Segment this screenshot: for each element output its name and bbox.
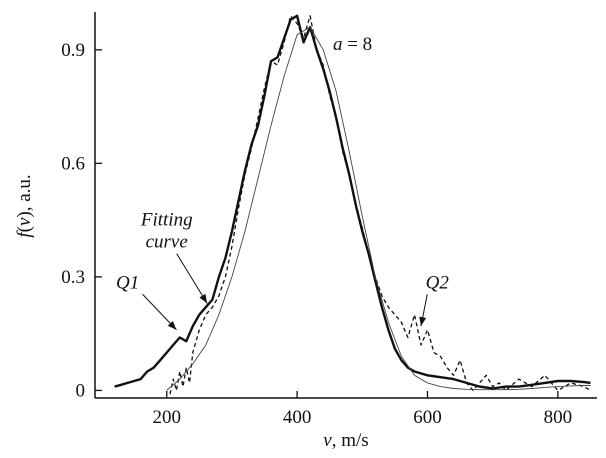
q2-arrow-head — [419, 316, 427, 327]
series-layer — [114, 14, 591, 395]
plot-frame — [94, 12, 597, 399]
fitting-arrow-line — [176, 253, 208, 304]
x-tick-label: 400 — [283, 407, 312, 428]
y-tick-label: 0.9 — [61, 40, 85, 61]
y-tick-label: 0.6 — [61, 153, 85, 174]
fitting-arrow-head — [199, 293, 208, 304]
q1-arrow-head — [167, 320, 177, 330]
y-tick-label: 0.3 — [61, 267, 85, 288]
x-tick-label: 800 — [544, 407, 573, 428]
q1-label: Q1 — [116, 272, 139, 293]
series-line-q2 — [169, 15, 591, 395]
fitting-curve-label-line2: curve — [146, 232, 188, 253]
x-tick-label: 200 — [152, 407, 181, 428]
series-line-fitting-curve — [166, 26, 591, 391]
y-axis-label: f(v), a.u. — [14, 174, 35, 237]
y-tick-label: 0 — [76, 380, 86, 401]
y-axis-ticks: 0 0.3 0.6 0.9 — [61, 40, 102, 401]
parameter-annotation: a = 8 — [333, 34, 372, 55]
x-tick-label: 600 — [413, 407, 442, 428]
fitting-curve-label-line1: Fitting — [140, 210, 193, 231]
series-line-q1 — [114, 14, 591, 390]
x-axis-label: v, m/s — [323, 430, 368, 451]
x-axis-ticks: 200 400 600 800 — [152, 391, 572, 428]
q2-label: Q2 — [426, 272, 450, 293]
